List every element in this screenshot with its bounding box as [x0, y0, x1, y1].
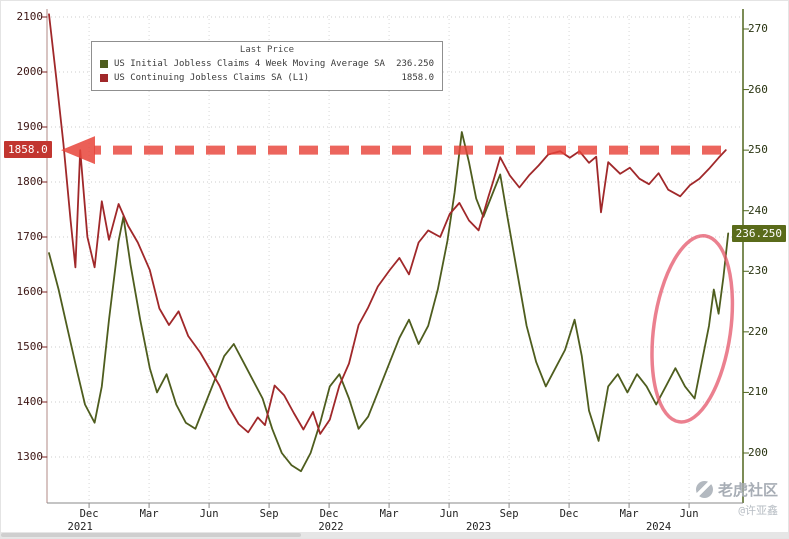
x-axis-month-label: Dec	[79, 508, 99, 520]
right-axis-last-value-badge: 236.250	[731, 225, 786, 242]
right-axis-tick-label: 260	[748, 82, 768, 96]
x-axis-year-label: 2022	[318, 521, 344, 533]
x-axis-month-label: Dec	[319, 508, 339, 520]
right-axis-tick-label: 270	[748, 22, 768, 35]
x-axis-month-label: Jun	[439, 508, 459, 520]
legend-value-initial-claims: 236.250	[396, 59, 434, 69]
horizontal-scrollbar[interactable]	[1, 532, 788, 538]
legend-label-initial-claims: US Initial Jobless Claims 4 Week Moving …	[114, 59, 391, 69]
x-axis-year-label: 2023	[465, 521, 492, 533]
legend-label-continuing-claims: US Continuing Jobless Claims SA (L1)	[114, 73, 310, 83]
continuing-claims-swatch-icon	[100, 74, 108, 82]
left-axis-tick-label: 1800	[16, 175, 44, 188]
left-axis-tick-label: 2000	[16, 65, 44, 78]
right-axis-tick-label: 210	[748, 385, 768, 399]
right-axis-tick-label: 230	[748, 264, 768, 278]
left-axis-tick-label: 1600	[16, 285, 44, 298]
watermark-community-text: 老虎社区	[717, 481, 778, 499]
x-axis-month-label: Jun	[679, 508, 699, 520]
x-axis-month-label: Jun	[199, 508, 219, 520]
x-axis-month-label: Sep	[259, 508, 279, 520]
left-axis-tick-label: 1300	[16, 450, 44, 463]
initial-claims-swatch-icon	[100, 60, 108, 68]
legend-item-continuing-claims: US Continuing Jobless Claims SA (L1) 185…	[100, 71, 434, 85]
left-axis-tick-label: 1400	[16, 395, 44, 408]
tiger-logo-icon	[695, 481, 713, 498]
left-axis-last-value-badge: 1858.0	[4, 141, 52, 158]
legend: Last Price US Initial Jobless Claims 4 W…	[91, 41, 443, 91]
x-axis-year-label: 2021	[67, 521, 93, 533]
x-axis-month-label: Mar	[139, 508, 159, 520]
watermark-author-handle: @许亚鑫	[738, 504, 778, 517]
left-axis-tick-label: 1700	[16, 230, 44, 243]
left-axis-tick-label: 1900	[16, 120, 44, 133]
x-axis-month-label: Dec	[559, 508, 579, 520]
right-axis-tick-label: 250	[748, 143, 768, 157]
x-axis-year-label: 2024	[645, 521, 672, 533]
right-axis-tick-label: 240	[748, 203, 768, 217]
x-axis-month-label: Sep	[499, 508, 519, 520]
scrollbar-thumb[interactable]	[1, 533, 301, 537]
right-axis-tick-label: 200	[748, 445, 768, 459]
left-axis-tick-label: 2100	[16, 10, 44, 23]
legend-item-initial-claims: US Initial Jobless Claims 4 Week Moving …	[100, 57, 434, 71]
legend-title: Last Price	[239, 45, 295, 55]
x-axis-month-label: Mar	[619, 508, 639, 520]
x-axis-month-label: Mar	[379, 508, 399, 520]
legend-value-continuing-claims: 1858.0	[401, 73, 434, 83]
watermark: 老虎社区 @许亚鑫	[695, 479, 778, 518]
right-axis-tick-label: 220	[748, 324, 768, 338]
left-axis-tick-label: 1500	[16, 340, 44, 353]
